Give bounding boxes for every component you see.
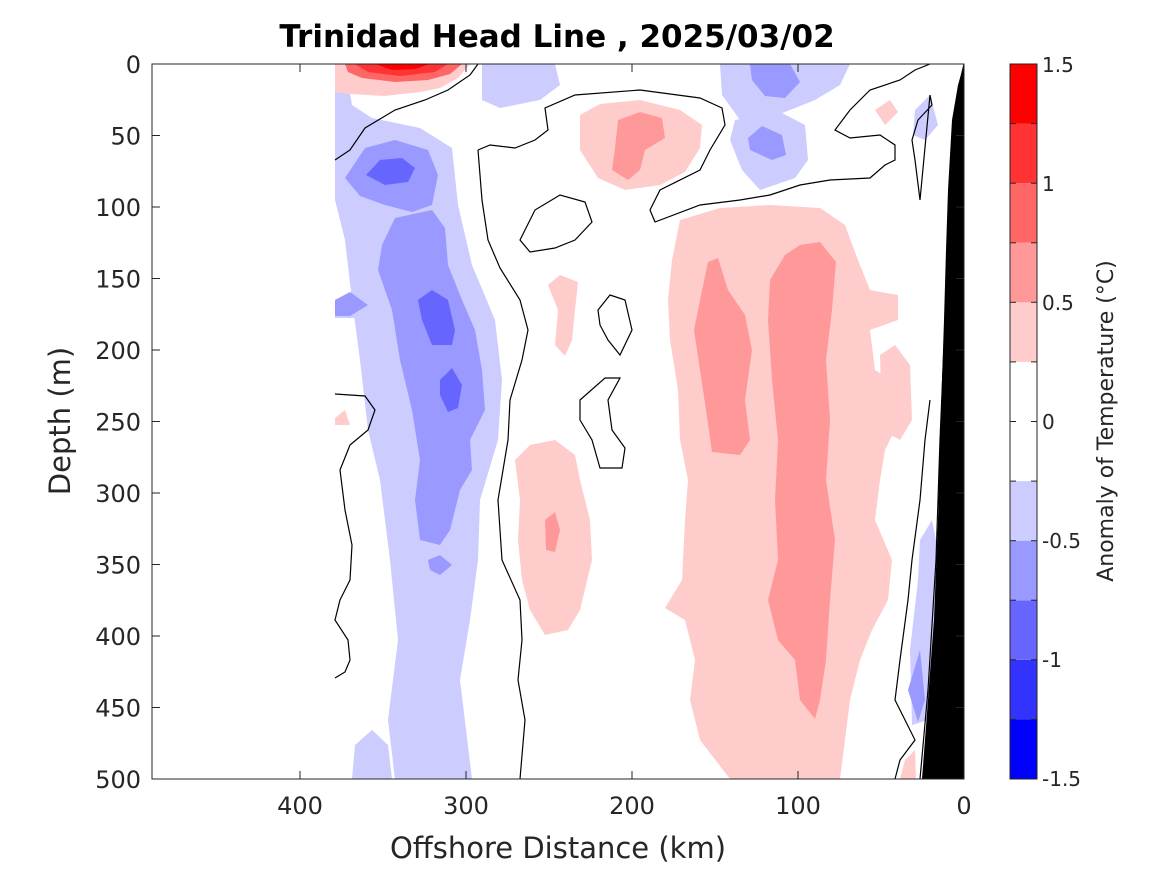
anomaly-region-cold-strong [366, 158, 415, 185]
x-axis-label: Offshore Distance (km) [390, 831, 726, 865]
colorbar-tick-label: 1.5 [1042, 53, 1074, 77]
y-tick-label: 50 [110, 123, 141, 151]
zero-contour-line [334, 64, 479, 161]
colorbar-swatch [1010, 481, 1037, 541]
anomaly-region-warm-light [335, 410, 350, 425]
colorbar-swatch [1010, 302, 1037, 362]
colorbar: 1.5 1 0.5 0 -0.5 -1 -1.5 Anomaly of Temp… [1009, 53, 1119, 791]
x-tick-label: 400 [277, 792, 323, 820]
y-tick-label: 350 [95, 552, 141, 580]
chart-title: Trinidad Head Line , 2025/03/02 [279, 19, 834, 55]
colorbar-swatch [1010, 659, 1037, 720]
colorbar-tick-label: 0 [1042, 410, 1055, 434]
anomaly-region-warm-mid [612, 112, 665, 180]
anomaly-region-warm-mid [694, 258, 752, 455]
colorbar-label: Anomaly of Temperature (°C) [1094, 260, 1119, 582]
colorbar-tick-label: -1.5 [1042, 767, 1081, 791]
x-tick-label: 300 [443, 792, 489, 820]
zero-contour-line [911, 94, 933, 201]
x-tick-label: 0 [956, 792, 971, 820]
zero-contour-line [597, 294, 633, 357]
anomaly-region-cold-light [482, 64, 560, 108]
data-edge-line [919, 63, 965, 780]
x-axis: 400 300 200 100 0 Offshore Distance (km) [277, 64, 972, 865]
colorbar-swatch [1010, 183, 1037, 243]
anomaly-region-cold-strong [418, 290, 455, 345]
x-tick-label: 200 [609, 792, 655, 820]
anomaly-region-cold-light [352, 730, 392, 779]
anomaly-region-warm-mid [768, 242, 836, 719]
colorbar-tick-label: -0.5 [1042, 529, 1081, 553]
y-tick-label: 100 [95, 194, 141, 222]
y-axis-label: Depth (m) [43, 347, 77, 495]
y-tick-label: 250 [95, 409, 141, 437]
anomaly-region-warm-strong [375, 64, 430, 70]
anomaly-region-warm-light [880, 345, 912, 440]
y-axis: 0 50 100 150 200 250 300 350 400 450 500… [43, 51, 964, 794]
y-tick-label: 450 [95, 695, 141, 723]
anomaly-region-cold-mid [748, 126, 786, 160]
colorbar-swatch [1010, 242, 1037, 303]
colorbar-swatch [1010, 64, 1037, 124]
zero-contour-line [477, 149, 529, 779]
zero-contour-line [894, 399, 931, 779]
anomaly-region-cold-mid [378, 210, 485, 545]
anomaly-region-warm-light [875, 100, 898, 125]
y-tick-label: 200 [95, 337, 141, 365]
colorbar-swatch [1010, 600, 1037, 660]
contour-fills [335, 64, 940, 779]
y-tick-label: 0 [126, 51, 141, 79]
zero-contour-line [519, 194, 593, 253]
anomaly-region-cold-mid [335, 292, 368, 316]
colorbar-swatch [1010, 719, 1037, 779]
y-tick-label: 400 [95, 623, 141, 651]
anomaly-region-warm-light [548, 275, 578, 356]
y-tick-label: 500 [95, 766, 141, 794]
anomaly-region-cold-light [913, 95, 938, 140]
colorbar-tick-label: 1 [1042, 172, 1055, 196]
anomaly-region-warm-strong [355, 64, 448, 76]
colorbar-swatch [1010, 123, 1037, 184]
x-tick-label: 100 [775, 792, 821, 820]
y-tick-label: 300 [95, 480, 141, 508]
anomaly-region-cold-strong [440, 368, 462, 412]
colorbar-swatch [1010, 540, 1037, 601]
anomaly-region-cold-mid [908, 650, 925, 722]
zero-contours [334, 64, 933, 779]
anomaly-region-warm-mid [545, 512, 560, 552]
zero-contour-line [477, 64, 931, 223]
anomaly-region-cold-mid [750, 64, 800, 98]
zero-contour-line [579, 377, 626, 469]
zero-contour-line [334, 393, 376, 679]
anomaly-region-warm-light [900, 750, 916, 779]
seafloor-mask [922, 64, 964, 779]
colorbar-tick-label: 0.5 [1042, 291, 1074, 315]
y-tick-label: 150 [95, 266, 141, 294]
colorbar-tick-label: -1 [1042, 648, 1062, 672]
anomaly-region-cold-mid [428, 555, 452, 575]
